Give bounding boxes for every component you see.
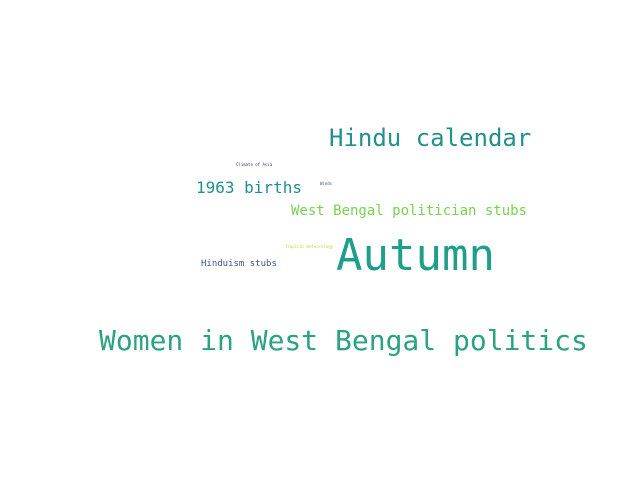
word-hindu-calendar: Hindu calendar	[329, 124, 532, 152]
word-autumn: Autumn	[336, 230, 495, 281]
word-1963-births: 1963 births	[196, 178, 302, 197]
word-west-bengal-politician-stubs: West Bengal politician stubs	[291, 203, 528, 219]
word-climate-of-asia: Climate of Asia	[236, 162, 273, 167]
word-hinduism-stubs: Hinduism stubs	[201, 259, 277, 269]
word-winds: Winds	[320, 181, 333, 186]
word-women-in-west-bengal-politics: Women in West Bengal politics	[99, 324, 588, 357]
word-tropical-meteorology: Tropical meteorology	[285, 244, 334, 249]
